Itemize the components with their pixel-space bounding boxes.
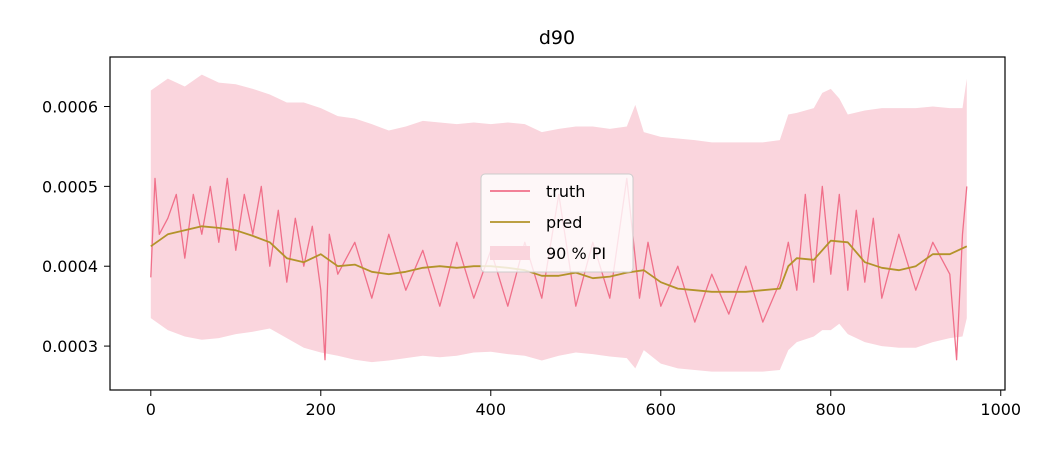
legend-label-truth: truth xyxy=(546,182,585,201)
x-tick-label: 800 xyxy=(815,400,846,419)
legend-label-pi: 90 % PI xyxy=(546,244,606,263)
x-tick-label: 0 xyxy=(146,400,156,419)
axes-frame xyxy=(109,56,1006,391)
y-axis: 0.0003 0.0004 0.0005 0.0006 xyxy=(42,98,110,356)
legend: truth pred 90 % PI xyxy=(480,173,634,273)
legend-swatch-pi xyxy=(490,246,530,260)
y-tick-label: 0.0005 xyxy=(42,177,98,196)
series-line-pred xyxy=(150,225,968,293)
x-tick-label: 600 xyxy=(645,400,676,419)
x-tick-label: 1000 xyxy=(980,400,1021,419)
x-tick-label: 200 xyxy=(306,400,337,419)
y-tick-label: 0.0004 xyxy=(42,257,98,276)
x-axis: 0 200 400 600 800 1000 xyxy=(146,390,1021,419)
legend-label-pred: pred xyxy=(546,213,582,232)
y-tick-label: 0.0006 xyxy=(42,98,98,117)
x-tick-label: 400 xyxy=(476,400,507,419)
y-tick-label: 0.0003 xyxy=(42,337,98,356)
chart-title: d90 xyxy=(539,27,575,49)
